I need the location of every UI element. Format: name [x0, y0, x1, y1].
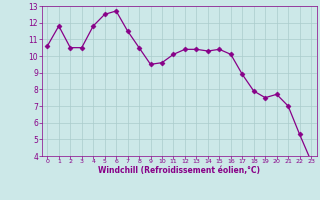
X-axis label: Windchill (Refroidissement éolien,°C): Windchill (Refroidissement éolien,°C) — [98, 166, 260, 175]
